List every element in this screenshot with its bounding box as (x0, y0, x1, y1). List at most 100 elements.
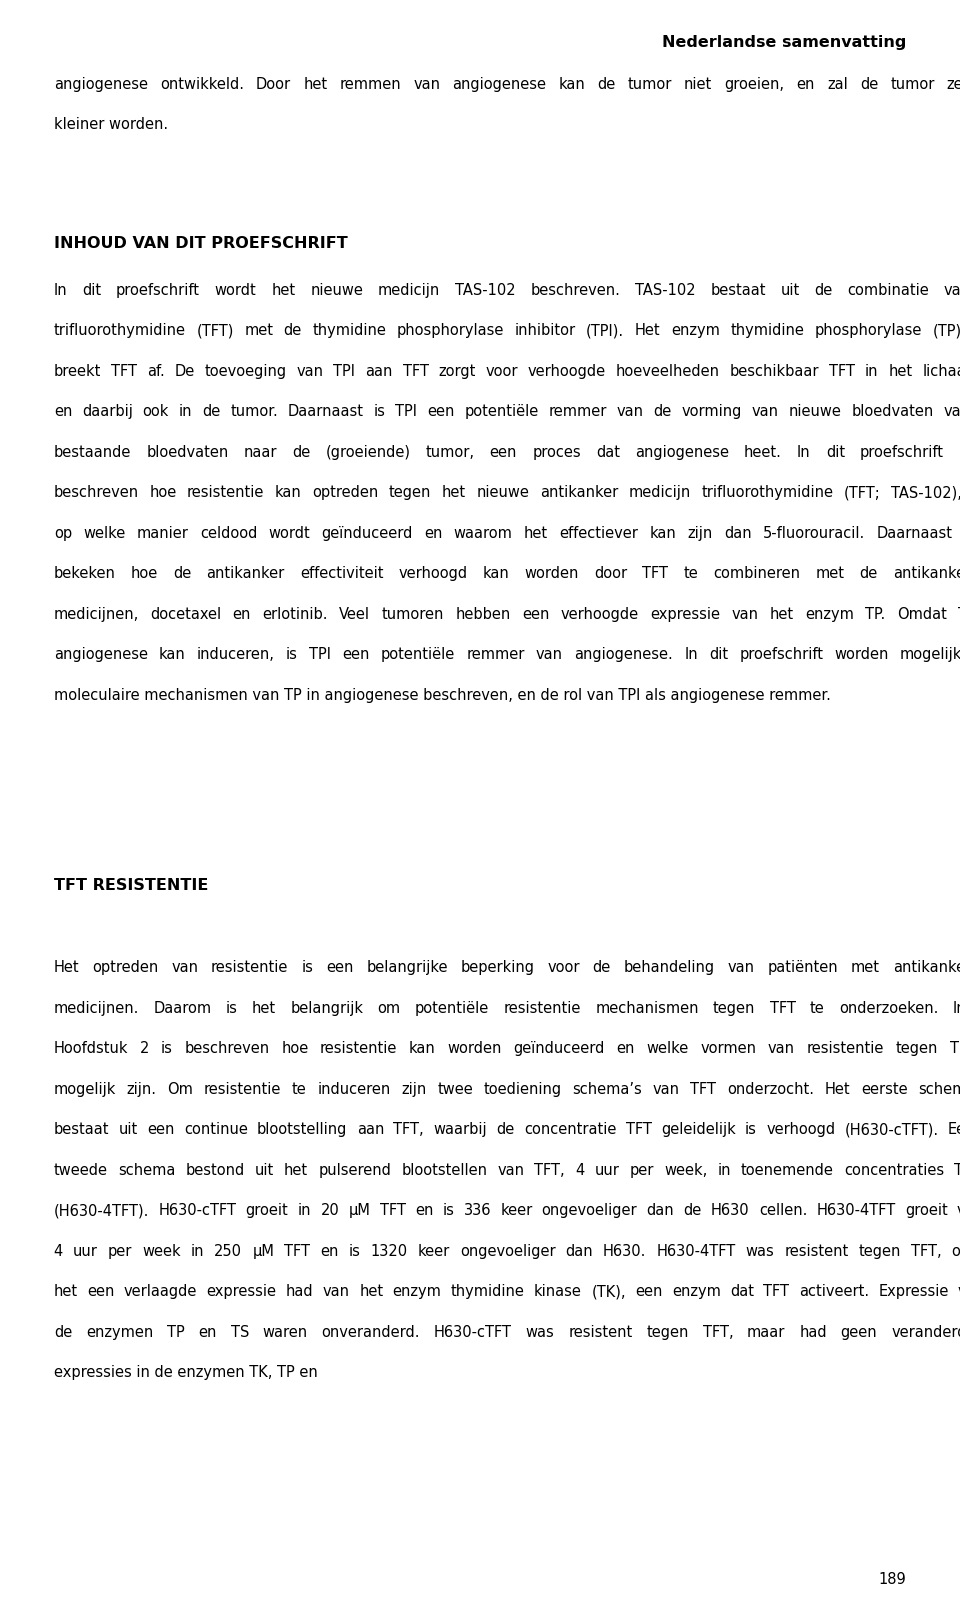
Text: zal: zal (827, 77, 848, 91)
Text: kan: kan (159, 647, 185, 663)
Text: 189: 189 (878, 1572, 906, 1588)
Text: uur: uur (73, 1244, 98, 1258)
Text: inhibitor: inhibitor (515, 323, 576, 338)
Text: phosphorylase: phosphorylase (815, 323, 923, 338)
Text: beschreven: beschreven (54, 485, 139, 500)
Text: antikanker: antikanker (893, 961, 960, 975)
Text: en: en (424, 525, 443, 541)
Text: van: van (732, 607, 758, 621)
Text: H630-cTFT: H630-cTFT (434, 1324, 512, 1340)
Text: (groeiende): (groeiende) (325, 445, 411, 459)
Text: de: de (496, 1122, 515, 1137)
Text: bestaande: bestaande (54, 445, 132, 459)
Text: welke: welke (646, 1041, 688, 1057)
Text: proefschrift: proefschrift (116, 282, 200, 298)
Text: remmer: remmer (467, 647, 525, 663)
Text: TFT: TFT (284, 1244, 310, 1258)
Text: om: om (377, 1001, 401, 1015)
Text: nieuwe: nieuwe (788, 403, 841, 419)
Text: moleculaire mechanismen van TP in angiogenese beschreven, en de rol van TPI als : moleculaire mechanismen van TP in angiog… (54, 687, 830, 703)
Text: een: een (636, 1284, 662, 1298)
Text: resistentie: resistentie (806, 1041, 884, 1057)
Text: toevoeging: toevoeging (204, 363, 287, 378)
Text: was: was (526, 1324, 555, 1340)
Text: en: en (616, 1041, 635, 1057)
Text: schema’s: schema’s (572, 1082, 642, 1097)
Text: de: de (173, 567, 191, 581)
Text: dit: dit (826, 445, 845, 459)
Text: TFT: TFT (954, 1162, 960, 1178)
Text: belangrijk: belangrijk (291, 1001, 364, 1015)
Text: tweede: tweede (54, 1162, 108, 1178)
Text: het: het (252, 1001, 276, 1015)
Text: trifluorothymidine: trifluorothymidine (54, 323, 185, 338)
Text: wordt: wordt (215, 282, 256, 298)
Text: te: te (810, 1001, 825, 1015)
Text: een: een (343, 647, 370, 663)
Text: TPI: TPI (396, 403, 418, 419)
Text: het: het (442, 485, 466, 500)
Text: TFT: TFT (829, 363, 855, 378)
Text: Het: Het (635, 323, 660, 338)
Text: In: In (54, 282, 67, 298)
Text: zelfs: zelfs (947, 77, 960, 91)
Text: voor: voor (957, 1202, 960, 1218)
Text: het: het (303, 77, 327, 91)
Text: kan: kan (483, 567, 510, 581)
Text: hebben: hebben (455, 607, 511, 621)
Text: TPI: TPI (309, 647, 331, 663)
Text: (TFT): (TFT) (196, 323, 233, 338)
Text: Hoofdstuk: Hoofdstuk (54, 1041, 129, 1057)
Text: H630: H630 (711, 1202, 750, 1218)
Text: kleiner worden.: kleiner worden. (54, 117, 168, 133)
Text: onderzoeken.: onderzoeken. (839, 1001, 939, 1015)
Text: ook: ook (143, 403, 169, 419)
Text: expressies in de enzymen TK, TP en: expressies in de enzymen TK, TP en (54, 1366, 318, 1380)
Text: met: met (244, 323, 274, 338)
Text: per: per (108, 1244, 132, 1258)
Text: tegen: tegen (896, 1041, 938, 1057)
Text: potentiële: potentiële (381, 647, 455, 663)
Text: Daarnaast: Daarnaast (288, 403, 364, 419)
Text: TFT: TFT (111, 363, 137, 378)
Text: nieuwe: nieuwe (476, 485, 529, 500)
Text: resistent: resistent (568, 1324, 633, 1340)
Text: blootstellen: blootstellen (401, 1162, 488, 1178)
Text: tumor,: tumor, (425, 445, 474, 459)
Text: geen: geen (841, 1324, 877, 1340)
Text: toenemende: toenemende (741, 1162, 834, 1178)
Text: Omdat: Omdat (897, 607, 947, 621)
Text: Expressie: Expressie (878, 1284, 948, 1298)
Text: remmer: remmer (548, 403, 607, 419)
Text: en: en (415, 1202, 433, 1218)
Text: TFT: TFT (402, 363, 428, 378)
Text: remmen: remmen (340, 77, 401, 91)
Text: TS: TS (230, 1324, 249, 1340)
Text: angiogenese: angiogenese (54, 77, 148, 91)
Text: schema: schema (118, 1162, 176, 1178)
Text: een: een (147, 1122, 175, 1137)
Text: beschreven.: beschreven. (530, 282, 620, 298)
Text: resistent: resistent (784, 1244, 849, 1258)
Text: heet.: heet. (744, 445, 782, 459)
Text: beschikbaar: beschikbaar (730, 363, 819, 378)
Text: blootstelling: blootstelling (257, 1122, 348, 1137)
Text: breekt: breekt (54, 363, 101, 378)
Text: H630-cTFT: H630-cTFT (158, 1202, 236, 1218)
Text: effectiviteit: effectiviteit (300, 567, 383, 581)
Text: onveranderd.: onveranderd. (322, 1324, 420, 1340)
Text: mogelijk: mogelijk (54, 1082, 116, 1097)
Text: is: is (301, 961, 313, 975)
Text: hoe: hoe (131, 567, 158, 581)
Text: is: is (373, 403, 386, 419)
Text: keer: keer (418, 1244, 450, 1258)
Text: vanuit: vanuit (944, 403, 960, 419)
Text: van: van (413, 77, 440, 91)
Text: TP: TP (167, 1324, 184, 1340)
Text: enzym: enzym (393, 1284, 442, 1298)
Text: van: van (653, 1082, 680, 1097)
Text: een: een (490, 445, 517, 459)
Text: trifluorothymidine: trifluorothymidine (701, 485, 833, 500)
Text: angiogenese: angiogenese (452, 77, 546, 91)
Text: bestaat: bestaat (710, 282, 766, 298)
